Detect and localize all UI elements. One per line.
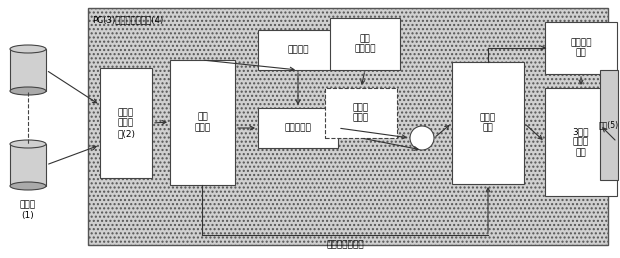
FancyBboxPatch shape xyxy=(545,88,617,196)
Text: 模版标记点: 模版标记点 xyxy=(285,124,311,133)
Text: 图像数
据采集
卡(2): 图像数 据采集 卡(2) xyxy=(117,108,135,138)
FancyBboxPatch shape xyxy=(170,60,235,185)
Ellipse shape xyxy=(10,87,46,95)
FancyBboxPatch shape xyxy=(325,88,397,138)
FancyBboxPatch shape xyxy=(258,108,338,148)
FancyBboxPatch shape xyxy=(330,18,400,70)
Ellipse shape xyxy=(10,45,46,53)
Bar xyxy=(10,144,46,186)
Text: 模版定义: 模版定义 xyxy=(287,45,309,54)
Circle shape xyxy=(410,126,434,150)
Bar xyxy=(10,49,46,91)
Ellipse shape xyxy=(10,140,46,148)
Text: 下一帧数据处理: 下一帧数据处理 xyxy=(326,240,364,249)
Text: 数据保存
文件: 数据保存 文件 xyxy=(570,38,591,58)
FancyBboxPatch shape xyxy=(100,68,152,178)
FancyBboxPatch shape xyxy=(258,30,338,70)
Text: 读取
标记点: 读取 标记点 xyxy=(195,113,211,132)
FancyBboxPatch shape xyxy=(545,22,617,74)
FancyBboxPatch shape xyxy=(88,8,608,245)
Text: PC(3)和软件运行环境(4): PC(3)和软件运行环境(4) xyxy=(92,15,163,24)
Text: 摄像机
(1): 摄像机 (1) xyxy=(20,200,36,220)
FancyBboxPatch shape xyxy=(600,70,618,180)
Text: 关节角
计算: 关节角 计算 xyxy=(480,113,496,133)
Text: 关节初
始位姿: 关节初 始位姿 xyxy=(353,103,369,123)
Ellipse shape xyxy=(10,182,46,190)
Text: 关节
离线标定: 关节 离线标定 xyxy=(354,34,376,54)
FancyBboxPatch shape xyxy=(452,62,524,184)
Text: 屏幕(5): 屏幕(5) xyxy=(599,120,619,130)
Text: 3维虚
拟场景
再现: 3维虚 拟场景 再现 xyxy=(573,127,589,157)
